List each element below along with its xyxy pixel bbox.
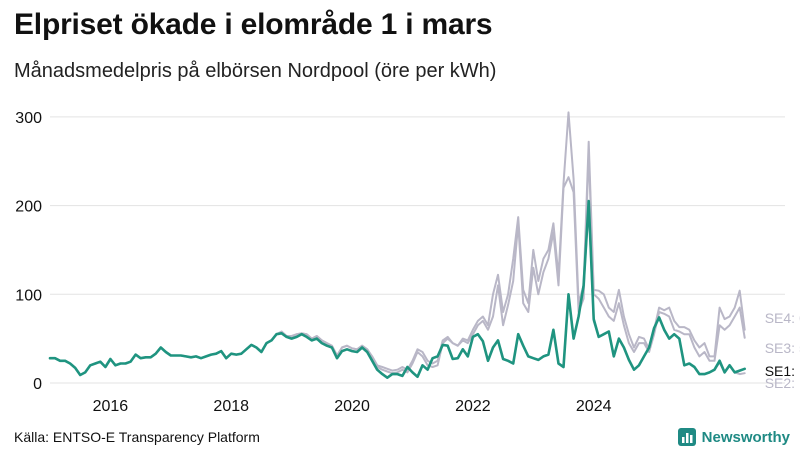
y-tick-label: 300 — [15, 110, 42, 127]
newsworthy-logo: Newsworthy — [677, 428, 790, 446]
series-lines — [48, 111, 747, 380]
series-line-se1 — [48, 199, 747, 380]
y-tick-label: 100 — [15, 287, 42, 304]
x-tick-label: 2024 — [576, 398, 612, 415]
chart-title: Elpriset ökade i elområde 1 i mars — [14, 8, 493, 41]
chart-subtitle: Månadsmedelpris på elbörsen Nordpool (ör… — [14, 60, 497, 82]
x-tick-label: 2018 — [213, 398, 249, 415]
y-tick-label: 0 — [33, 376, 42, 393]
x-tick-label: 2016 — [93, 398, 129, 415]
series-line-se3 — [49, 151, 746, 376]
series-label-se4: SE4: 60 — [765, 310, 800, 326]
series-label-se1: SE1: 16 — [765, 363, 800, 379]
x-tick-label: 2020 — [334, 398, 370, 415]
series-end-labels: SE4: 60 SE3: 51 SE2: 11SE1: 16 — [765, 310, 800, 391]
series-line-se2 — [49, 204, 746, 379]
y-tick-label: 200 — [15, 199, 42, 216]
x-tick-label: 2022 — [455, 398, 491, 415]
source-note: Källa: ENTSO-E Transparency Platform — [14, 429, 260, 445]
grid-lines — [50, 116, 785, 384]
y-axis-ticks: 0 100 200 300 — [15, 110, 42, 393]
series-label-se3: SE3: 51 — [765, 340, 800, 356]
brand-name: Newsworthy — [701, 428, 790, 446]
bar-chart-icon — [677, 428, 696, 446]
x-axis-ticks: 2016 2018 2020 2022 2024 — [93, 398, 612, 415]
series-label-se2: SE2: 11 — [765, 375, 800, 391]
series-line-se4 — [49, 111, 746, 376]
